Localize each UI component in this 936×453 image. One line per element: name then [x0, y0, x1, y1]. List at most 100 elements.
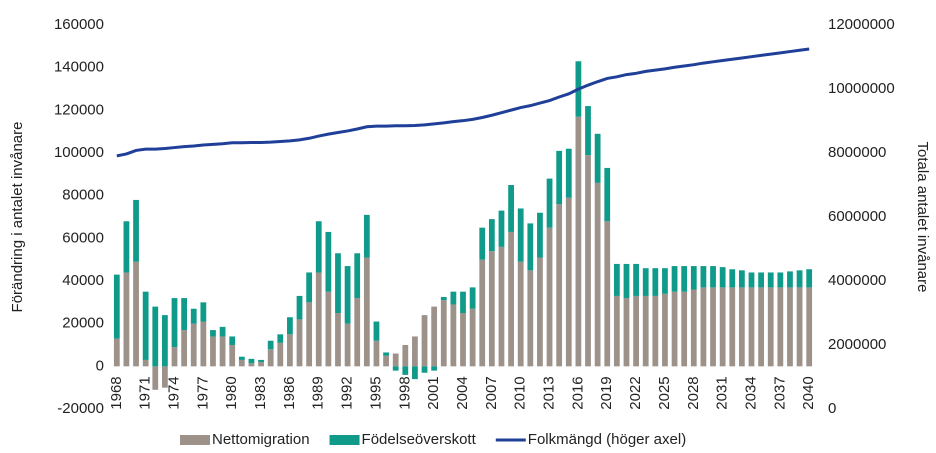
bar [479, 227, 486, 260]
x-tick-label: 2013 [541, 376, 558, 409]
bar [344, 266, 351, 324]
bar [681, 291, 688, 367]
bar [469, 308, 476, 367]
bar [421, 366, 428, 373]
bar [315, 272, 322, 367]
bar [402, 366, 409, 375]
bar [162, 315, 168, 367]
bar [594, 133, 601, 183]
x-tick-label: 1992 [339, 376, 356, 409]
x-tick-label: 1968 [108, 376, 125, 409]
bar [210, 336, 216, 367]
bar [402, 345, 409, 367]
bar [729, 287, 736, 367]
x-tick-label: 1974 [165, 376, 182, 409]
bar [296, 295, 303, 320]
bar [440, 300, 447, 367]
bar [219, 336, 226, 367]
y2-tick-label: 6000000 [828, 208, 886, 225]
bar [690, 266, 697, 290]
bar [604, 221, 611, 367]
x-tick-label: 2034 [742, 376, 759, 409]
bar [229, 336, 236, 345]
bar [662, 293, 668, 367]
bar [690, 289, 697, 367]
bar [796, 270, 803, 288]
bar [171, 347, 178, 367]
bar [700, 266, 707, 288]
bar [181, 298, 188, 331]
bar [142, 359, 149, 367]
bar [671, 266, 678, 292]
bar [517, 208, 524, 262]
bar [758, 272, 764, 288]
bar [431, 366, 438, 371]
legend-symbol [180, 435, 210, 445]
bar [777, 272, 784, 288]
bar [171, 298, 178, 348]
bar [556, 204, 563, 367]
bar [613, 263, 620, 296]
bar [123, 221, 130, 273]
bar [527, 270, 534, 367]
x-tick-label: 2010 [512, 376, 529, 409]
bar [652, 268, 659, 296]
y-tick-label: 160000 [54, 16, 104, 33]
x-tick-label: 1977 [194, 376, 211, 409]
bar [190, 323, 197, 367]
x-tick-label: 2007 [483, 376, 500, 409]
y2-tick-label: 2000000 [828, 336, 886, 353]
bar [508, 231, 514, 367]
bar [527, 223, 534, 271]
bar [748, 272, 755, 288]
bar [248, 363, 255, 367]
bar [613, 295, 620, 367]
bar [383, 352, 389, 356]
y-axis-label: Förändring i antalet invånare [9, 122, 26, 313]
x-tick-label: 2022 [627, 376, 644, 409]
bar [642, 268, 649, 296]
bar [517, 261, 524, 367]
bar [565, 148, 572, 198]
y2-tick-label: 0 [828, 400, 836, 417]
bar [277, 334, 284, 343]
y-tick-label: 120000 [54, 101, 104, 118]
x-tick-label: 1998 [396, 376, 413, 409]
bar [787, 287, 793, 367]
y-tick-label: 20000 [62, 315, 104, 332]
bar [162, 366, 168, 388]
bar [546, 227, 553, 367]
x-tick-label: 1986 [281, 376, 298, 409]
bar [652, 295, 659, 367]
bar [806, 287, 813, 367]
bar [440, 297, 447, 301]
bar [479, 259, 486, 367]
bar [421, 315, 428, 367]
x-tick-label: 2037 [771, 376, 788, 409]
bar [633, 263, 639, 296]
bar [287, 334, 293, 367]
x-tick-label: 2028 [685, 376, 702, 409]
bar [315, 221, 322, 273]
bar [354, 298, 361, 367]
bar [767, 287, 774, 367]
bar [277, 342, 284, 367]
x-tick-label: 1989 [310, 376, 327, 409]
bar [748, 287, 755, 367]
bar [373, 321, 380, 341]
bar [469, 287, 476, 309]
bar [758, 287, 764, 367]
bar [306, 272, 313, 303]
bar [325, 291, 332, 367]
y-tick-label: -20000 [57, 400, 104, 417]
bar [738, 270, 745, 288]
bar [719, 287, 726, 367]
bar [806, 269, 813, 288]
bar [796, 287, 803, 367]
bar [729, 269, 736, 288]
y2-axis-label: Totala antalet invånare [914, 142, 931, 293]
bar [460, 291, 466, 313]
x-tick-label: 2025 [656, 376, 673, 409]
line [116, 47, 810, 158]
